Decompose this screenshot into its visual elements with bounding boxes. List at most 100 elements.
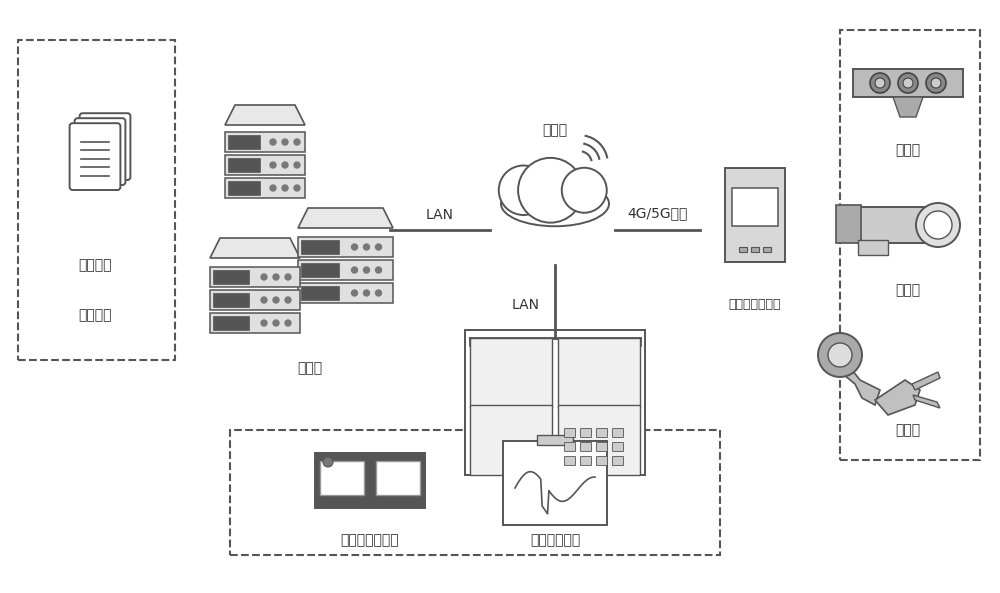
Bar <box>300 263 338 277</box>
Circle shape <box>294 185 300 191</box>
Ellipse shape <box>501 181 609 227</box>
Bar <box>298 283 392 303</box>
Circle shape <box>364 244 370 250</box>
Polygon shape <box>832 355 880 405</box>
Circle shape <box>562 168 607 213</box>
Bar <box>836 205 861 243</box>
Circle shape <box>376 244 382 250</box>
Circle shape <box>273 297 279 303</box>
Bar <box>858 240 888 255</box>
Circle shape <box>282 185 288 191</box>
Bar <box>564 442 575 451</box>
Bar <box>751 247 759 253</box>
Text: 传感器: 传感器 <box>895 143 921 157</box>
Bar <box>298 237 392 257</box>
Circle shape <box>828 343 852 367</box>
Bar <box>213 270 249 284</box>
Circle shape <box>870 73 890 93</box>
Bar <box>228 181 260 195</box>
Bar <box>228 158 260 172</box>
Circle shape <box>926 73 946 93</box>
Circle shape <box>282 139 288 145</box>
Bar <box>300 240 338 254</box>
Circle shape <box>364 267 370 273</box>
Circle shape <box>499 165 548 215</box>
Text: 在线状态预测: 在线状态预测 <box>530 533 580 547</box>
Circle shape <box>518 158 583 222</box>
Bar <box>503 441 607 525</box>
Bar <box>612 456 623 465</box>
Bar <box>763 247 771 253</box>
Bar <box>315 453 425 508</box>
Circle shape <box>898 73 918 93</box>
Polygon shape <box>913 395 940 408</box>
Polygon shape <box>210 238 300 258</box>
Circle shape <box>352 267 358 273</box>
Text: 云平台: 云平台 <box>542 123 568 137</box>
Text: 综合边缘侧设备: 综合边缘侧设备 <box>729 298 781 311</box>
Bar <box>470 338 552 408</box>
Circle shape <box>270 139 276 145</box>
Text: 状态实时可视化: 状态实时可视化 <box>341 533 399 547</box>
Bar <box>225 178 305 198</box>
Bar <box>298 260 392 280</box>
Circle shape <box>931 78 941 88</box>
Circle shape <box>273 274 279 280</box>
Bar <box>558 338 640 408</box>
Bar <box>564 428 575 437</box>
FancyBboxPatch shape <box>70 123 120 190</box>
Circle shape <box>875 78 885 88</box>
Bar <box>470 405 552 475</box>
Text: LAN: LAN <box>512 298 540 312</box>
Bar <box>596 442 607 451</box>
Circle shape <box>352 290 358 296</box>
FancyBboxPatch shape <box>80 113 130 180</box>
Bar <box>213 293 249 307</box>
Bar <box>210 313 300 333</box>
Text: 分析算法: 分析算法 <box>78 308 112 322</box>
Polygon shape <box>893 97 923 117</box>
Text: 服务器: 服务器 <box>297 361 323 375</box>
Text: LAN: LAN <box>426 208 454 222</box>
Circle shape <box>273 320 279 326</box>
Circle shape <box>282 162 288 168</box>
Circle shape <box>364 290 370 296</box>
Circle shape <box>323 457 333 467</box>
Bar <box>580 456 591 465</box>
Bar <box>210 290 300 310</box>
Bar <box>300 286 338 300</box>
Bar <box>228 135 260 149</box>
Bar <box>725 168 785 262</box>
FancyBboxPatch shape <box>75 118 125 185</box>
Circle shape <box>285 274 291 280</box>
Bar <box>612 442 623 451</box>
Polygon shape <box>875 380 920 415</box>
Bar <box>225 155 305 175</box>
Text: 历史数据: 历史数据 <box>78 258 112 272</box>
Bar <box>732 187 778 226</box>
Circle shape <box>261 297 267 303</box>
Polygon shape <box>225 105 305 125</box>
Circle shape <box>270 162 276 168</box>
Bar <box>580 442 591 451</box>
Bar <box>320 461 364 495</box>
Circle shape <box>261 274 267 280</box>
Bar <box>376 461 420 495</box>
Circle shape <box>261 320 267 326</box>
Bar <box>213 316 249 330</box>
Circle shape <box>376 267 382 273</box>
Circle shape <box>903 78 913 88</box>
Bar <box>225 132 305 152</box>
Polygon shape <box>298 208 393 228</box>
Circle shape <box>376 290 382 296</box>
Polygon shape <box>912 372 940 390</box>
Circle shape <box>818 333 862 377</box>
Circle shape <box>285 297 291 303</box>
Circle shape <box>294 162 300 168</box>
Bar <box>739 247 747 253</box>
Bar <box>612 428 623 437</box>
Circle shape <box>916 203 960 247</box>
Text: 4G/5G通信: 4G/5G通信 <box>627 206 687 220</box>
Bar <box>465 330 645 475</box>
Bar <box>210 267 300 287</box>
